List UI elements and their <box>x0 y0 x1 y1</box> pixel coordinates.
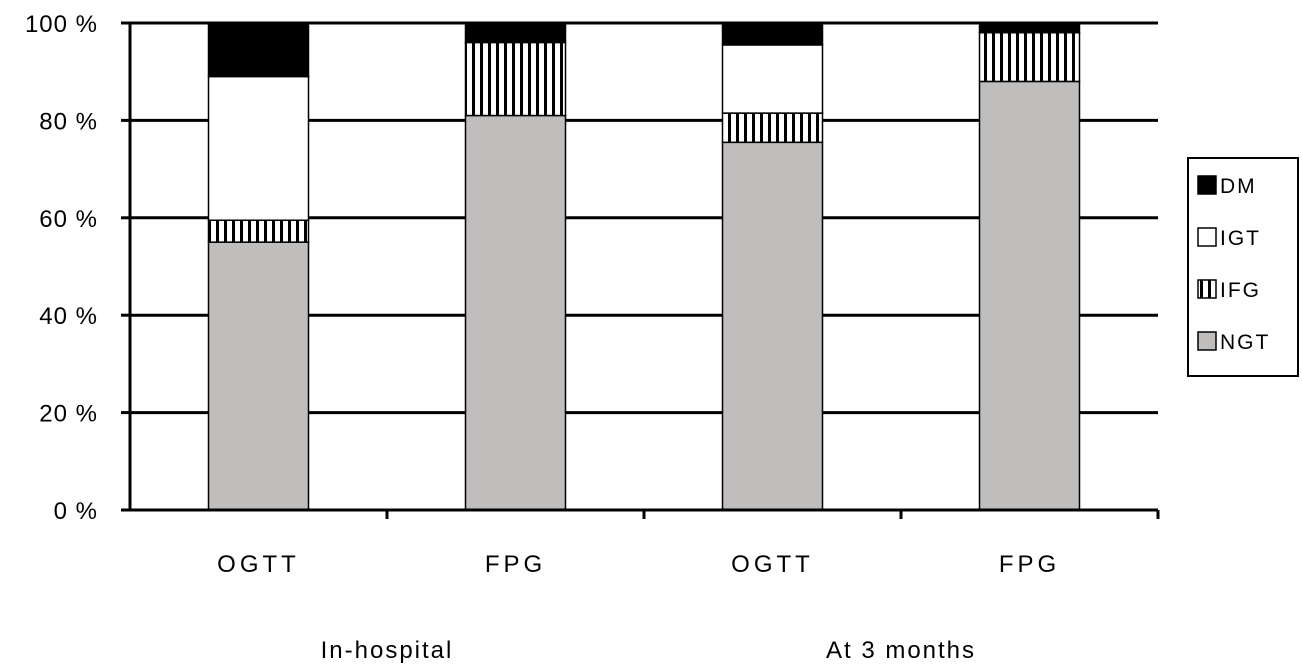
x-tick-label: OGTT <box>217 551 300 578</box>
bar-segment-ngt <box>464 114 567 511</box>
group-labels: In-hospital At 3 months <box>321 637 976 664</box>
axes <box>121 21 1160 519</box>
group-label: At 3 months <box>826 637 976 664</box>
y-tick-label: 80 % <box>39 108 98 135</box>
group-label: In-hospital <box>321 637 454 664</box>
bar-segment-dm <box>464 22 567 44</box>
x-tick-label: FPG <box>485 551 546 578</box>
bar-segment-dm <box>978 22 1081 34</box>
legend-swatch-igt <box>1197 227 1217 247</box>
legend: DM IGT IFG NGT <box>1187 157 1299 377</box>
bar-segment-igt <box>207 75 310 221</box>
y-tick-labels: 0 % 20 % 40 % 60 % 80 % 100 % <box>25 11 98 525</box>
legend-swatch-ngt <box>1197 331 1217 351</box>
legend-label: IGT <box>1220 227 1261 250</box>
legend-swatch-dm <box>1197 175 1217 195</box>
y-tick-label: 60 % <box>39 206 98 233</box>
bar-segment-ngt <box>978 80 1081 511</box>
legend-label: DM <box>1220 175 1257 198</box>
bars <box>207 22 1081 511</box>
y-tick-label: 100 % <box>25 11 98 38</box>
legend-swatch-ifg <box>1197 279 1217 299</box>
bar-segment-ngt <box>207 241 310 511</box>
bar-segment-ifg <box>721 112 824 144</box>
y-tick-label: 40 % <box>39 303 98 330</box>
bar-segment-igt <box>721 44 824 114</box>
x-tick-labels: OGTT FPG OGTT FPG <box>217 551 1060 578</box>
bar-segment-ngt <box>721 141 824 511</box>
bar-segment-dm <box>721 22 824 46</box>
legend-label: NGT <box>1220 331 1270 354</box>
x-tick-label: FPG <box>999 551 1060 578</box>
y-tick-label: 20 % <box>39 401 98 428</box>
legend-label: IFG <box>1220 279 1261 302</box>
bar-segment-ifg <box>978 31 1081 83</box>
x-tick-label: OGTT <box>731 551 814 578</box>
bar-segment-dm <box>207 22 310 78</box>
bar-segment-ifg <box>464 41 567 117</box>
y-tick-label: 0 % <box>54 498 98 525</box>
bar-segment-ifg <box>207 219 310 243</box>
